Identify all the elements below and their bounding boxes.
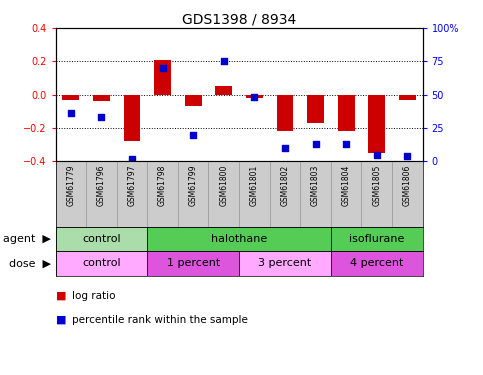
Text: GSM61805: GSM61805 bbox=[372, 165, 381, 206]
Point bbox=[98, 114, 105, 120]
Text: GSM61796: GSM61796 bbox=[97, 165, 106, 206]
Title: GDS1398 / 8934: GDS1398 / 8934 bbox=[182, 13, 296, 27]
Text: GSM61801: GSM61801 bbox=[250, 165, 259, 206]
Text: halothane: halothane bbox=[211, 234, 267, 244]
Text: isoflurane: isoflurane bbox=[349, 234, 404, 244]
Bar bbox=[124, 95, 141, 141]
Bar bbox=[300, 161, 331, 227]
Bar bbox=[331, 251, 423, 276]
Bar bbox=[86, 161, 117, 227]
Bar bbox=[147, 161, 178, 227]
Bar bbox=[56, 251, 147, 276]
Point bbox=[159, 65, 167, 71]
Point bbox=[67, 110, 75, 116]
Bar bbox=[62, 95, 79, 100]
Bar bbox=[369, 95, 385, 153]
Text: control: control bbox=[82, 234, 121, 244]
Bar bbox=[331, 227, 423, 251]
Bar bbox=[209, 161, 239, 227]
Point bbox=[312, 141, 319, 147]
Text: ■: ■ bbox=[56, 291, 66, 301]
Text: 4 percent: 4 percent bbox=[350, 258, 403, 268]
Point bbox=[251, 94, 258, 100]
Point bbox=[373, 152, 381, 157]
Bar bbox=[246, 95, 263, 98]
Text: agent  ▶: agent ▶ bbox=[3, 234, 51, 244]
Bar bbox=[56, 161, 86, 227]
Text: percentile rank within the sample: percentile rank within the sample bbox=[72, 315, 248, 325]
Bar bbox=[239, 251, 331, 276]
Point bbox=[281, 145, 289, 151]
Bar bbox=[307, 95, 324, 123]
Text: 1 percent: 1 percent bbox=[167, 258, 220, 268]
Point bbox=[220, 58, 227, 64]
Text: GSM61799: GSM61799 bbox=[189, 165, 198, 206]
Bar bbox=[56, 227, 147, 251]
Text: GSM61798: GSM61798 bbox=[158, 165, 167, 206]
Bar bbox=[93, 95, 110, 101]
Bar bbox=[154, 60, 171, 95]
Text: GSM61806: GSM61806 bbox=[403, 165, 412, 206]
Text: GSM61804: GSM61804 bbox=[341, 165, 351, 206]
Point bbox=[403, 153, 411, 159]
Bar bbox=[178, 161, 209, 227]
Bar bbox=[185, 95, 201, 106]
Text: ■: ■ bbox=[56, 315, 66, 325]
Bar bbox=[270, 161, 300, 227]
Point bbox=[342, 141, 350, 147]
Text: GSM61800: GSM61800 bbox=[219, 165, 228, 206]
Text: GSM61797: GSM61797 bbox=[128, 165, 137, 206]
Bar bbox=[392, 161, 423, 227]
Bar bbox=[147, 251, 239, 276]
Bar bbox=[215, 86, 232, 95]
Bar bbox=[147, 227, 331, 251]
Text: GSM61803: GSM61803 bbox=[311, 165, 320, 206]
Text: dose  ▶: dose ▶ bbox=[9, 258, 51, 268]
Bar bbox=[331, 161, 361, 227]
Text: control: control bbox=[82, 258, 121, 268]
Bar bbox=[239, 161, 270, 227]
Text: GSM61779: GSM61779 bbox=[66, 165, 75, 206]
Bar bbox=[361, 161, 392, 227]
Bar bbox=[399, 95, 416, 100]
Point bbox=[128, 156, 136, 162]
Point bbox=[189, 132, 197, 138]
Bar bbox=[338, 95, 355, 131]
Text: 3 percent: 3 percent bbox=[258, 258, 312, 268]
Text: GSM61802: GSM61802 bbox=[281, 165, 289, 206]
Text: log ratio: log ratio bbox=[72, 291, 116, 301]
Bar bbox=[277, 95, 293, 131]
Bar bbox=[117, 161, 147, 227]
